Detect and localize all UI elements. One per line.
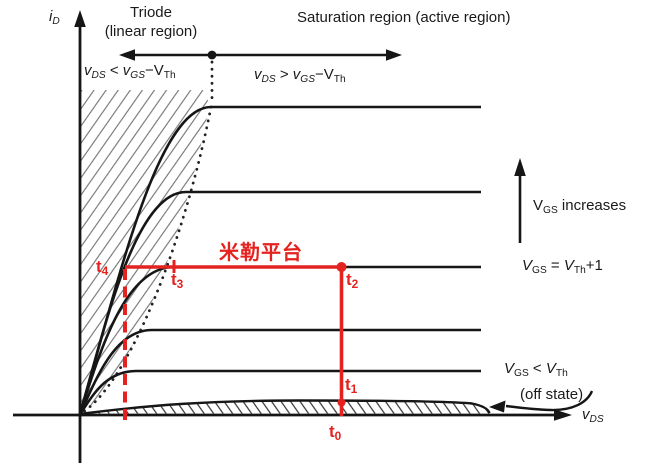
x-axis-arrowhead-icon: [554, 409, 572, 421]
triode-cond-s2: GS: [130, 69, 145, 81]
x-axis-label-sub: DS: [589, 413, 604, 425]
vgs-eq-s1: GS: [532, 264, 547, 276]
triode-cond-v1: v: [84, 62, 92, 79]
off-state-text: (off state): [520, 386, 584, 403]
vgs-eq-s2: Th: [573, 264, 586, 276]
miller-plateau-text: 米勒平台: [219, 242, 303, 264]
t4-label: t4: [96, 258, 108, 278]
t1-sub: 1: [350, 381, 358, 396]
t1-dot: [337, 398, 346, 407]
triode-title-line2: (linear region): [104, 22, 198, 40]
t2-sub: 2: [351, 276, 359, 291]
t0-sub: 0: [334, 428, 342, 443]
y-axis-label: iD: [49, 8, 60, 27]
triode-cond-op: <: [105, 62, 123, 79]
off-state-curve: [79, 399, 491, 416]
y-axis-label-sub: D: [52, 15, 60, 27]
t3-base: t: [171, 270, 177, 289]
sat-cond-s2: GS: [300, 73, 315, 85]
vgs-increases-label: VGS increases: [533, 197, 626, 216]
saturation-arrowhead-icon: [386, 49, 402, 61]
vgs-off-v2: V: [545, 360, 556, 377]
sat-cond-op: >: [275, 66, 293, 83]
t2-label: t2: [346, 271, 358, 291]
t0-label: t0: [329, 423, 341, 443]
vgs-eq-v1: V: [522, 257, 533, 274]
t1-base: t: [345, 375, 351, 394]
saturation-boundary-dotted-curve: [78, 105, 213, 416]
sat-cond-v3: V: [323, 66, 334, 83]
sat-cond-s3: Th: [333, 73, 346, 85]
t2-dot: [336, 262, 347, 272]
vgs-off-v1: V: [504, 360, 515, 377]
t2-base: t: [346, 270, 352, 289]
saturation-region-title: Saturation region (active region): [297, 9, 510, 28]
triode-condition: vDS < vGS−VTh: [84, 62, 176, 81]
off-state-hatched-band: [80, 400, 490, 414]
triode-cond-dash: −: [145, 62, 154, 79]
triode-title-line1: Triode: [130, 4, 172, 21]
vgs-plateau-label: VGS = VTh+1: [522, 257, 603, 276]
curve-vgs-2: [78, 328, 481, 415]
vgs-eq-rest: +1: [585, 257, 603, 274]
triode-arrowhead-icon: [119, 49, 135, 61]
off-state-pointer-arrow: [505, 390, 594, 412]
vgs-off-s1: GS: [514, 367, 529, 379]
t0-base: t: [329, 422, 335, 441]
x-axis-label: vDS: [582, 406, 604, 425]
vgs-inc-rest: increases: [557, 197, 627, 214]
region-boundary-dot: [207, 50, 217, 60]
t4-base: t: [96, 257, 102, 276]
x-axis-label-base: v: [582, 406, 590, 423]
vgs-off-op: <: [528, 360, 546, 377]
sat-cond-s1: DS: [261, 73, 276, 85]
sat-cond-dash: −: [315, 66, 324, 83]
vgs-inc-v: V: [533, 197, 544, 214]
vgs-increases-arrowhead-icon: [514, 158, 526, 176]
vgs-eq-op: =: [546, 257, 564, 274]
sat-cond-v1: v: [254, 66, 262, 83]
y-axis-arrowhead-icon: [74, 10, 86, 27]
off-state-label: (off state): [520, 386, 583, 405]
t1-label: t1: [345, 376, 357, 396]
triode-cond-v2: v: [122, 62, 131, 79]
saturation-title-text: Saturation region (active region): [297, 9, 511, 26]
triode-cond-v3: V: [153, 62, 164, 79]
curve-vgs-1: [78, 369, 481, 415]
curve-vgs-4: [78, 190, 481, 415]
vgs-off-s2: Th: [555, 367, 568, 379]
off-state-arrowhead-icon: [489, 400, 506, 413]
vgs-off-label: VGS < VTh: [504, 360, 568, 379]
miller-plateau-label: 米勒平台: [195, 236, 327, 265]
t3-label: t3: [171, 271, 183, 291]
saturation-condition: vDS > vGS−VTh: [254, 66, 346, 85]
t3-sub: 3: [176, 276, 184, 291]
sat-cond-v2: v: [292, 66, 301, 83]
vgs-eq-v2: V: [563, 257, 574, 274]
t4-sub: 4: [101, 263, 109, 278]
triode-cond-s3: Th: [163, 69, 176, 81]
y-axis-label-base: i: [49, 8, 53, 25]
triode-region-title: Triode (linear region): [92, 4, 210, 42]
vgs-inc-s: GS: [543, 204, 558, 216]
triode-hatched-region: [80, 90, 209, 414]
triode-cond-s1: DS: [91, 69, 106, 81]
